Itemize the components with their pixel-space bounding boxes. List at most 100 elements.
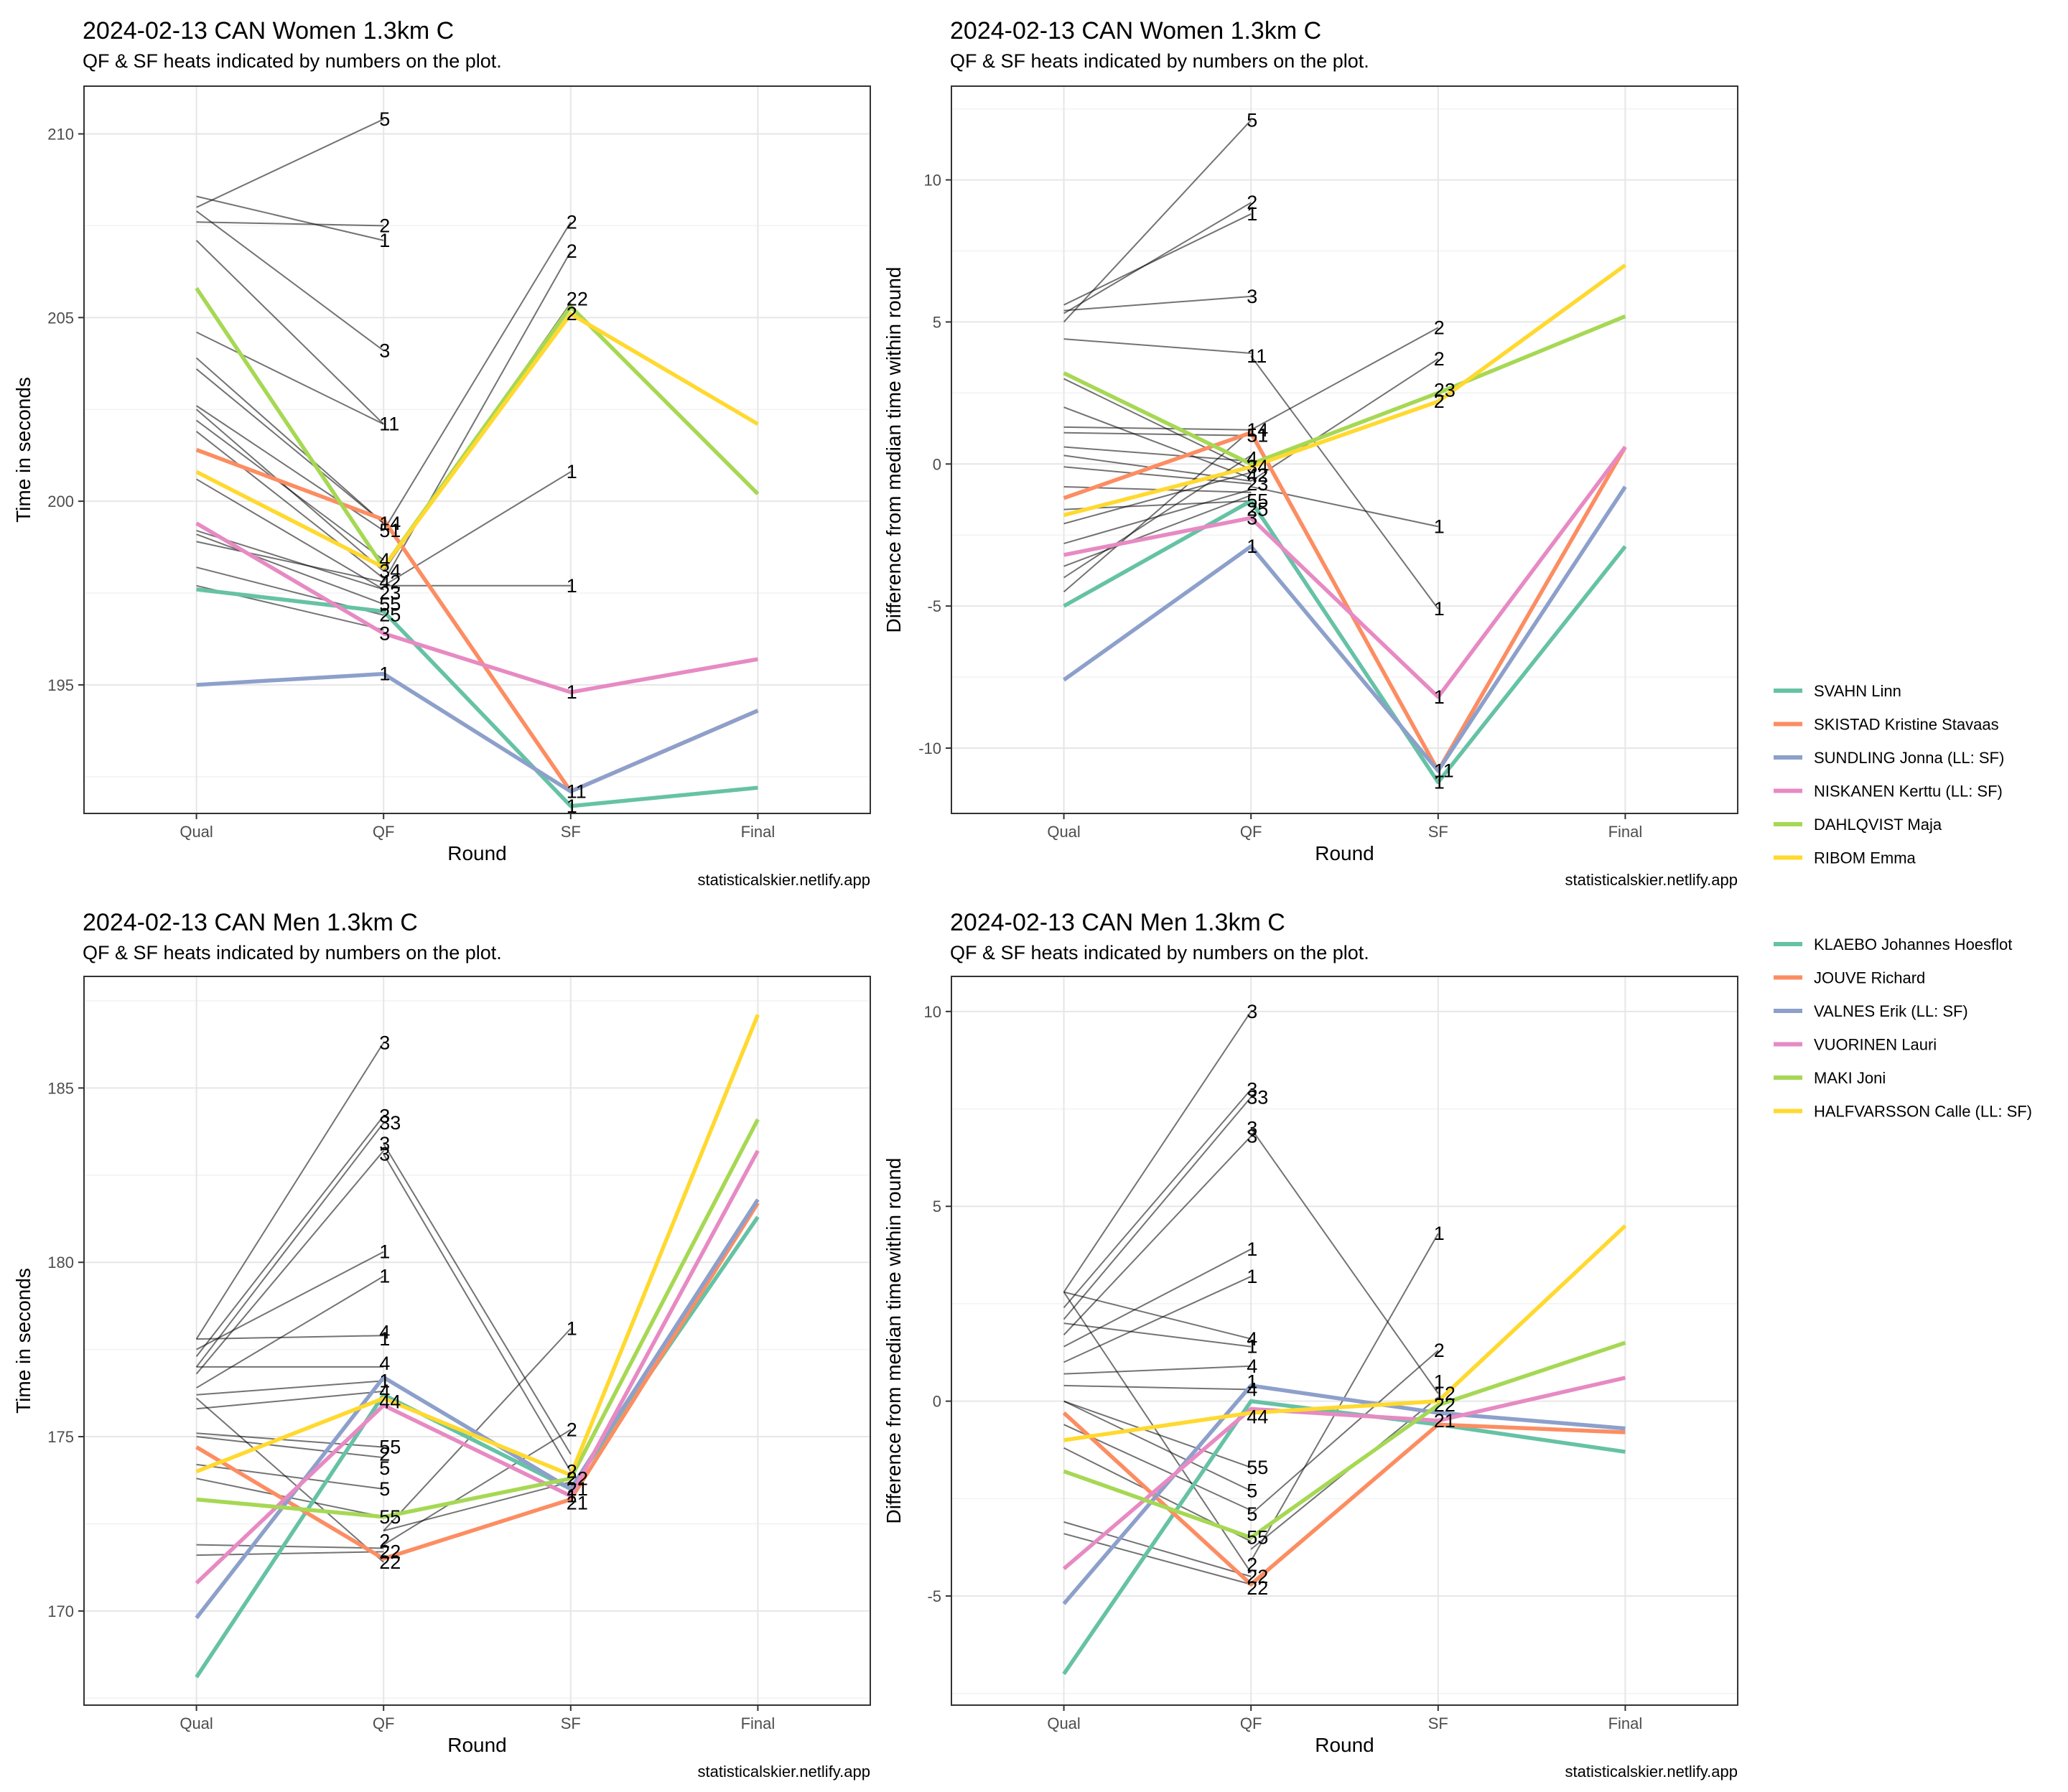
plot-border	[83, 976, 871, 1706]
heat-label: 33	[379, 1112, 401, 1134]
x-tick-label: SF	[561, 823, 581, 841]
plot-border	[83, 85, 871, 814]
x-tick-label: Qual	[1047, 1714, 1080, 1732]
heat-label: 2	[1434, 317, 1445, 338]
y-tick-label: -5	[927, 1587, 941, 1605]
series-line-other	[383, 1154, 572, 1473]
x-tick-label: Qual	[180, 1714, 213, 1732]
series-line-highlight	[195, 1198, 760, 1620]
y-tick-label: 205	[47, 309, 74, 327]
heat-label: 21	[567, 1478, 588, 1500]
series-line-highlight	[1063, 314, 1626, 467]
heat-label: 44	[379, 1391, 401, 1412]
heat-label: 11	[1434, 760, 1454, 782]
heat-label: 2	[567, 211, 577, 233]
series-line-other	[196, 1380, 384, 1396]
heat-label: 2	[567, 303, 577, 325]
heat-label: 21	[567, 1492, 588, 1513]
series-line-other	[195, 240, 384, 425]
x-tick-label: Qual	[180, 823, 213, 841]
plot-area	[84, 976, 870, 1705]
heat-label: 2	[1247, 1554, 1257, 1576]
heat-label: 3	[379, 340, 390, 361]
heat-label: 3	[1247, 286, 1257, 307]
heat-label: 1	[379, 1370, 390, 1391]
series-line-highlight	[1063, 263, 1627, 518]
series-line-other	[1063, 1011, 1252, 1293]
y-tick-label: 180	[47, 1254, 74, 1271]
chart-title: 2024-02-13 CAN Men 1.3km C	[950, 909, 1285, 936]
series-line-other	[1250, 1350, 1439, 1515]
series-line-other	[196, 1335, 384, 1340]
series-line-other	[195, 1122, 384, 1368]
x-axis-title: Round	[447, 842, 507, 864]
heat-label: 3	[379, 1105, 390, 1126]
heat-label: 23	[1434, 379, 1455, 401]
series-line-highlight	[1062, 1383, 1626, 1605]
heat-label: 21	[1434, 1410, 1455, 1432]
chart-title: 2024-02-13 CAN Men 1.3km C	[83, 909, 418, 936]
series-line-other	[195, 1042, 385, 1340]
series-line-other	[1063, 431, 1252, 437]
heat-label: 4	[1247, 1328, 1257, 1350]
series-line-other	[195, 409, 384, 572]
series-line-other	[196, 1390, 384, 1410]
caption: statisticalskier.netlify.app	[1565, 1763, 1738, 1781]
heat-label: 34	[379, 560, 401, 582]
series-line-other	[196, 478, 384, 590]
series-line-other	[1063, 1400, 1252, 1492]
y-tick-label: -5	[927, 597, 941, 615]
heat-label: 5	[1247, 109, 1257, 131]
chart-panel-3: 2024-02-13 CAN Men 1.3km C QF & SF heats …	[12, 909, 871, 1781]
series-line-highlight	[195, 521, 758, 694]
heat-label: 2	[1434, 391, 1445, 412]
heat-label: 42	[1247, 465, 1268, 486]
legend-label: SKISTAD Kristine Stavaas	[1814, 716, 1999, 734]
heat-label: 2	[379, 1443, 390, 1465]
series-line-other	[1250, 355, 1439, 610]
heat-label: 55	[1247, 1527, 1268, 1549]
series-line-other	[383, 1429, 572, 1546]
caption: statisticalskier.netlify.app	[698, 1763, 870, 1781]
series-line-other	[196, 533, 384, 605]
series-line-other	[195, 210, 384, 352]
series-line-other	[1063, 446, 1252, 462]
heat-label: 12	[1434, 1383, 1455, 1404]
chart-subtitle: QF & SF heats indicated by numbers on th…	[950, 50, 1369, 72]
heat-label: 55	[1247, 490, 1268, 512]
series-line-other	[1063, 1088, 1252, 1309]
legend-label: RIBOM Emma	[1814, 849, 1916, 867]
legend-2: KLAEBO Johannes Hoesflot JOUVE Richard VAL…	[1774, 935, 2032, 1121]
legend-1: SVAHN Linn SKISTAD Kristine Stavaas SUNDLI…	[1774, 682, 2004, 867]
heat-label: 55	[1247, 1457, 1268, 1478]
series-line-other	[195, 1150, 384, 1375]
heat-label: 2	[1247, 192, 1257, 213]
series-line-other	[1250, 485, 1439, 528]
heat-label: 51	[379, 520, 401, 541]
heat-label: 1	[379, 230, 390, 251]
heat-label: 2	[1434, 348, 1445, 370]
y-axis-title: Difference from median time within round	[882, 1158, 905, 1524]
chart-panel-1: 2024-02-13 CAN Women 1.3km C QF & SF heat…	[12, 17, 871, 889]
series-line-highlight	[196, 587, 758, 808]
series-line-other	[1063, 1521, 1252, 1577]
x-tick-label: Final	[741, 823, 776, 841]
heat-label: 1	[379, 1328, 390, 1350]
series-line-other	[1063, 1322, 1252, 1348]
chart-title: 2024-02-13 CAN Women 1.3km C	[950, 17, 1321, 45]
series-line-highlight	[1063, 1224, 1627, 1442]
chart-panel-2: 2024-02-13 CAN Women 1.3km C QF & SF heat…	[882, 17, 1738, 889]
series-line-other	[1063, 1135, 1252, 1336]
heat-label: 1	[379, 1241, 390, 1263]
series-line-other	[1063, 1384, 1252, 1391]
caption: statisticalskier.netlify.app	[698, 871, 870, 889]
legend-label: JOUVE Richard	[1814, 969, 1925, 987]
chart-panel-4: 2024-02-13 CAN Men 1.3km C QF & SF heats …	[882, 909, 1738, 1781]
series-line-highlight	[195, 1149, 760, 1585]
series-line-other	[195, 431, 384, 579]
y-tick-label: 0	[933, 1393, 941, 1411]
heat-label: 1	[567, 795, 577, 817]
series-line-highlight	[195, 1202, 760, 1561]
heat-label: 22	[379, 1541, 401, 1562]
y-tick-label: 210	[47, 126, 74, 144]
